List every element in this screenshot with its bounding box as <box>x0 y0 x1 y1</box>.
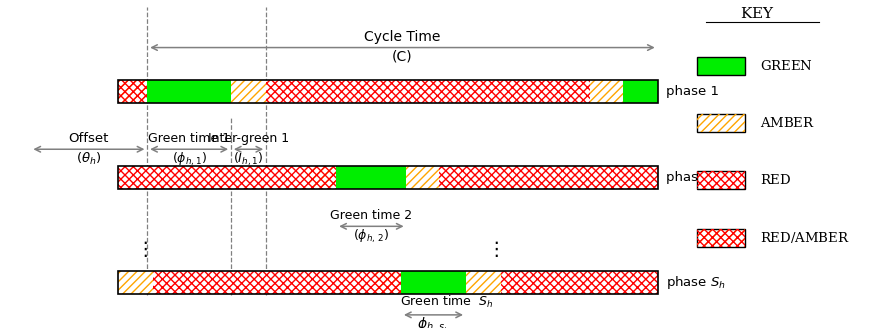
Text: $(\theta_h)$: $(\theta_h)$ <box>76 151 102 167</box>
Text: Green time 2: Green time 2 <box>330 209 413 222</box>
Bar <box>118 166 309 189</box>
Text: $(I_{h,1})$: $(I_{h,1})$ <box>233 151 264 168</box>
Text: (C): (C) <box>392 49 413 63</box>
Bar <box>267 80 591 103</box>
Bar <box>407 166 439 189</box>
Bar <box>697 56 745 74</box>
Bar <box>375 271 401 294</box>
Bar <box>118 80 147 103</box>
Bar <box>118 166 309 189</box>
Bar <box>697 229 745 247</box>
Bar <box>591 80 623 103</box>
Bar <box>118 80 658 103</box>
Bar <box>309 166 336 189</box>
Bar <box>697 171 745 189</box>
Text: $\mathregular{A}$MBER: $\mathregular{A}$MBER <box>760 116 815 130</box>
Bar <box>401 271 466 294</box>
Text: Cycle Time: Cycle Time <box>364 30 441 44</box>
Text: $\phi_{h,\,s_h}$: $\phi_{h,\,s_h}$ <box>417 316 450 328</box>
Text: Green time  $S_h$: Green time $S_h$ <box>400 294 493 310</box>
Text: ⋮: ⋮ <box>486 240 505 259</box>
Bar <box>118 271 658 294</box>
Text: Green time 1: Green time 1 <box>148 132 230 145</box>
Text: $(\phi_{h,\,2})$: $(\phi_{h,\,2})$ <box>354 228 389 245</box>
Text: phase 2: phase 2 <box>666 171 719 184</box>
Bar <box>309 166 336 189</box>
Bar <box>231 80 267 103</box>
Bar <box>231 80 267 103</box>
Bar <box>697 171 745 189</box>
Bar <box>697 229 745 247</box>
Text: Offset: Offset <box>69 132 109 145</box>
Bar <box>375 271 401 294</box>
Bar <box>118 271 152 294</box>
Bar <box>697 229 745 247</box>
Bar <box>118 80 147 103</box>
Bar <box>439 166 658 189</box>
Bar <box>439 166 658 189</box>
Bar <box>466 271 501 294</box>
Bar <box>466 271 501 294</box>
Bar <box>375 271 401 294</box>
Text: Inter-green 1: Inter-green 1 <box>208 132 289 145</box>
Bar <box>591 80 623 103</box>
Text: ⋮: ⋮ <box>135 240 154 259</box>
Bar <box>309 166 336 189</box>
Text: $\mathregular{R}$ED/$\mathregular{A}$MBER: $\mathregular{R}$ED/$\mathregular{A}$MBE… <box>760 230 850 245</box>
Bar <box>118 166 658 189</box>
Text: $\mathregular{G}$REEN: $\mathregular{G}$REEN <box>760 59 814 72</box>
Bar <box>118 80 658 103</box>
Text: $(\phi_{h,1})$: $(\phi_{h,1})$ <box>172 151 206 168</box>
Bar <box>118 166 658 189</box>
Bar <box>336 166 407 189</box>
Bar <box>697 114 745 132</box>
Text: phase $S_h$: phase $S_h$ <box>666 274 726 291</box>
Bar <box>623 80 658 103</box>
Bar <box>147 80 231 103</box>
Bar <box>152 271 375 294</box>
Text: phase 1: phase 1 <box>666 85 719 98</box>
Bar <box>697 114 745 132</box>
Bar <box>501 271 658 294</box>
Bar <box>152 271 375 294</box>
Bar <box>118 271 658 294</box>
Bar <box>267 80 591 103</box>
Bar <box>501 271 658 294</box>
Bar <box>407 166 439 189</box>
Text: $\mathregular{K}$EY: $\mathregular{K}$EY <box>740 6 775 21</box>
Text: $\mathregular{R}$ED: $\mathregular{R}$ED <box>760 174 792 187</box>
Bar <box>118 80 147 103</box>
Bar <box>118 271 152 294</box>
